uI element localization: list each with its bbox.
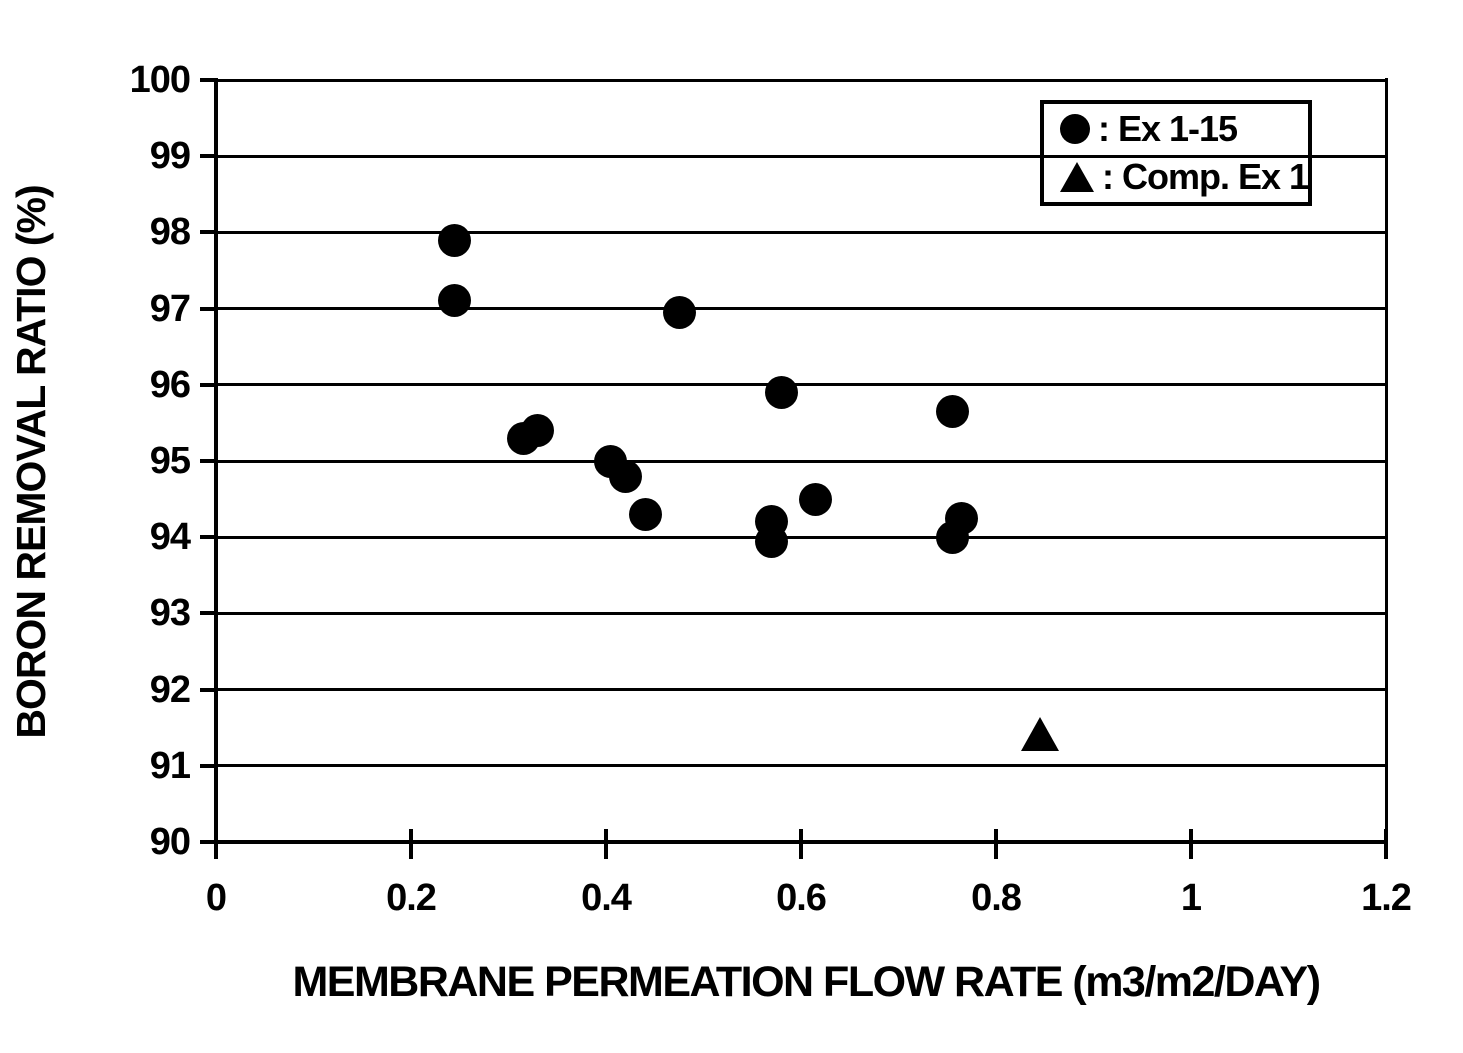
x-tick-mark — [214, 829, 218, 859]
y-tick-mark — [200, 840, 216, 844]
data-point-circle — [609, 459, 642, 493]
y-axis-title-text: BORON REMOVAL RATIO (%) — [8, 185, 54, 739]
y-axis-line — [214, 78, 218, 846]
plot-right-border — [1385, 78, 1388, 844]
y-tick-label: 90 — [149, 821, 191, 863]
circle-marker-icon — [1060, 114, 1090, 144]
data-point-circle — [935, 394, 969, 428]
y-tick-mark — [200, 763, 216, 768]
y-tick-mark — [200, 687, 216, 692]
x-tick-mark — [409, 829, 413, 859]
x-tick-label: 0 — [205, 877, 227, 919]
y-tick-label: 98 — [149, 211, 191, 254]
y-tick-label: 99 — [149, 135, 191, 178]
y-tick-label: 94 — [149, 516, 191, 559]
data-point-circle — [438, 223, 472, 257]
x-tick-mark — [604, 829, 608, 859]
y-tick-mark — [200, 382, 216, 387]
x-tick-label: 0.6 — [776, 877, 827, 919]
y-tick-mark — [200, 154, 216, 159]
y-tick-label: 91 — [149, 744, 191, 787]
y-tick-label: 92 — [149, 668, 191, 711]
x-axis-title: MEMBRANE PERMEATION FLOW RATE (m3/m2/DAY… — [292, 958, 1321, 1006]
y-gridline — [216, 688, 1386, 692]
y-gridline — [216, 307, 1386, 311]
x-tick-label: 1.2 — [1361, 877, 1412, 919]
y-tick-mark — [200, 535, 216, 540]
x-tick-label: 0.2 — [386, 877, 437, 919]
y-tick-mark — [200, 78, 216, 82]
legend-label-comp-ex1: : Comp. Ex 1 — [1102, 156, 1309, 197]
y-tick-label: 97 — [149, 287, 191, 330]
data-point-circle — [765, 375, 798, 409]
data-point-triangle — [1020, 717, 1059, 752]
x-tick-mark — [1189, 829, 1193, 859]
y-gridline — [216, 459, 1386, 463]
data-point-circle — [662, 295, 696, 329]
data-point-circle — [799, 482, 833, 516]
y-gridline — [216, 383, 1386, 387]
data-point-circle — [945, 501, 979, 535]
y-gridline — [216, 764, 1386, 768]
x-tick-mark — [1384, 829, 1388, 859]
y-tick-mark — [200, 230, 216, 235]
y-tick-label: 95 — [149, 440, 191, 482]
triangle-marker-icon — [1060, 162, 1094, 192]
y-gridline — [216, 535, 1386, 539]
y-tick-mark — [200, 611, 216, 616]
x-tick-label: 0.4 — [581, 877, 632, 919]
data-point-circle — [628, 497, 662, 531]
y-tick-label: 96 — [149, 363, 191, 406]
x-tick-mark — [994, 829, 998, 859]
y-gridline — [216, 154, 1386, 158]
x-tick-label: 0.8 — [971, 877, 1022, 919]
legend-label-ex1-15: : Ex 1-15 — [1098, 108, 1238, 149]
data-point-circle — [755, 524, 789, 558]
y-gridline — [216, 230, 1386, 234]
data-point-circle — [521, 414, 555, 448]
y-tick-label: 93 — [149, 592, 191, 635]
legend-item-comp-ex1: : Comp. Ex 1 — [1060, 154, 1309, 200]
legend-box: : Ex 1-15 : Comp. Ex 1 — [1040, 100, 1312, 206]
y-tick-mark — [200, 459, 216, 463]
y-gridline — [216, 611, 1386, 615]
x-tick-label: 1 — [1180, 877, 1202, 919]
legend-item-ex1-15: : Ex 1-15 — [1060, 106, 1308, 152]
data-point-circle — [438, 284, 472, 318]
y-tick-label: 100 — [129, 59, 191, 101]
x-tick-mark — [799, 829, 803, 859]
y-gridline — [216, 78, 1386, 82]
y-tick-mark — [200, 306, 216, 311]
